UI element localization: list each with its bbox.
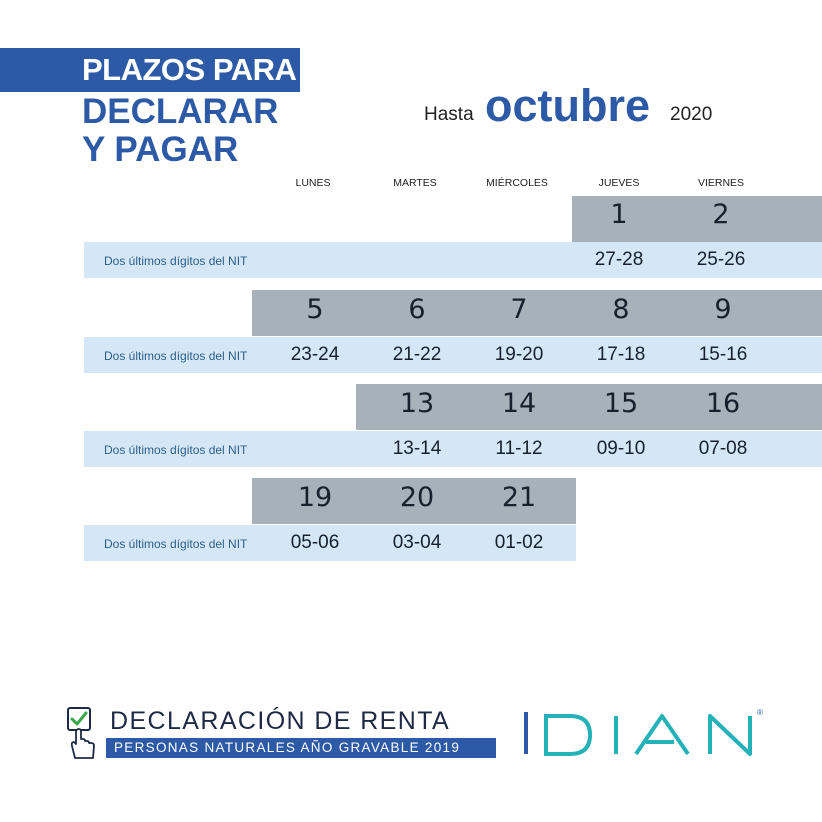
nit-digits: 03-04: [392, 532, 442, 553]
day-cell: 2: [712, 199, 730, 230]
nit-digits: 13-14: [392, 438, 442, 459]
week3-day-band: [356, 384, 822, 430]
nit-digits: 05-06: [290, 532, 340, 553]
nit-digits: 19-20: [494, 344, 544, 365]
nit-digits: 07-08: [698, 438, 748, 459]
footer-subtitle: PERSONAS NATURALES AÑO GRAVABLE 2019: [106, 738, 496, 758]
weekday-miercoles: MIÉRCOLES: [486, 177, 548, 189]
week3-nit-label: Dos últimos dígitos del NIT: [104, 443, 248, 457]
day-cell: 21: [501, 482, 537, 513]
day-cell: 16: [705, 388, 741, 419]
weekday-jueves: JUEVES: [598, 177, 640, 189]
nit-digits: 27-28: [594, 249, 644, 270]
day-cell: 7: [510, 294, 528, 325]
nit-digits: 15-16: [698, 344, 748, 365]
footer-title: DECLARACIÓN DE RENTA: [110, 707, 451, 735]
nit-digits: 11-12: [495, 438, 543, 459]
hasta-label: Hasta: [424, 104, 474, 125]
day-cell: 15: [603, 388, 639, 419]
day-cell: 19: [297, 482, 333, 513]
page-title-line1: PLAZOS PARA: [82, 52, 297, 87]
week3-nit-band: [84, 431, 822, 467]
nit-digits: 25-26: [696, 249, 746, 270]
week1-day-band: [572, 196, 822, 242]
weekday-lunes: LUNES: [295, 177, 331, 189]
weekday-martes: MARTES: [393, 177, 437, 189]
day-cell: 20: [399, 482, 435, 513]
nit-digits: 21-22: [392, 344, 442, 365]
footer-divider: [524, 712, 528, 754]
day-cell: 13: [399, 388, 435, 419]
nit-digits: 23-24: [290, 344, 340, 365]
month-label: octubre: [485, 80, 651, 131]
week1-nit-band: [84, 242, 822, 278]
week2-nit-band: [84, 337, 822, 373]
nit-digits: 17-18: [596, 344, 646, 365]
day-cell: 9: [714, 294, 732, 325]
week4-day-band: [252, 478, 576, 524]
nit-digits: 09-10: [596, 438, 646, 459]
week4-nit-label: Dos últimos dígitos del NIT: [104, 537, 248, 551]
day-cell: 1: [610, 199, 628, 230]
day-cell: 5: [306, 294, 324, 325]
week2-nit-label: Dos últimos dígitos del NIT: [104, 349, 248, 363]
weekday-viernes: VIERNES: [697, 177, 745, 189]
registered-mark: ®: [757, 708, 763, 717]
day-cell: 14: [501, 388, 537, 419]
year-label: 2020: [670, 104, 713, 125]
dian-logo: [544, 714, 752, 756]
day-cell: 8: [612, 294, 630, 325]
page-title-line2: DECLARAR: [82, 92, 279, 131]
nit-digits: 01-02: [494, 532, 544, 553]
day-cell: 6: [408, 294, 426, 325]
title-banner: [0, 48, 300, 92]
page-title-line3: Y PAGAR: [82, 130, 239, 169]
week1-nit-label: Dos últimos dígitos del NIT: [104, 254, 248, 268]
week4-nit-band: [84, 525, 576, 561]
week2-day-band: [252, 290, 822, 336]
checkbox-hand-icon: [67, 707, 95, 759]
